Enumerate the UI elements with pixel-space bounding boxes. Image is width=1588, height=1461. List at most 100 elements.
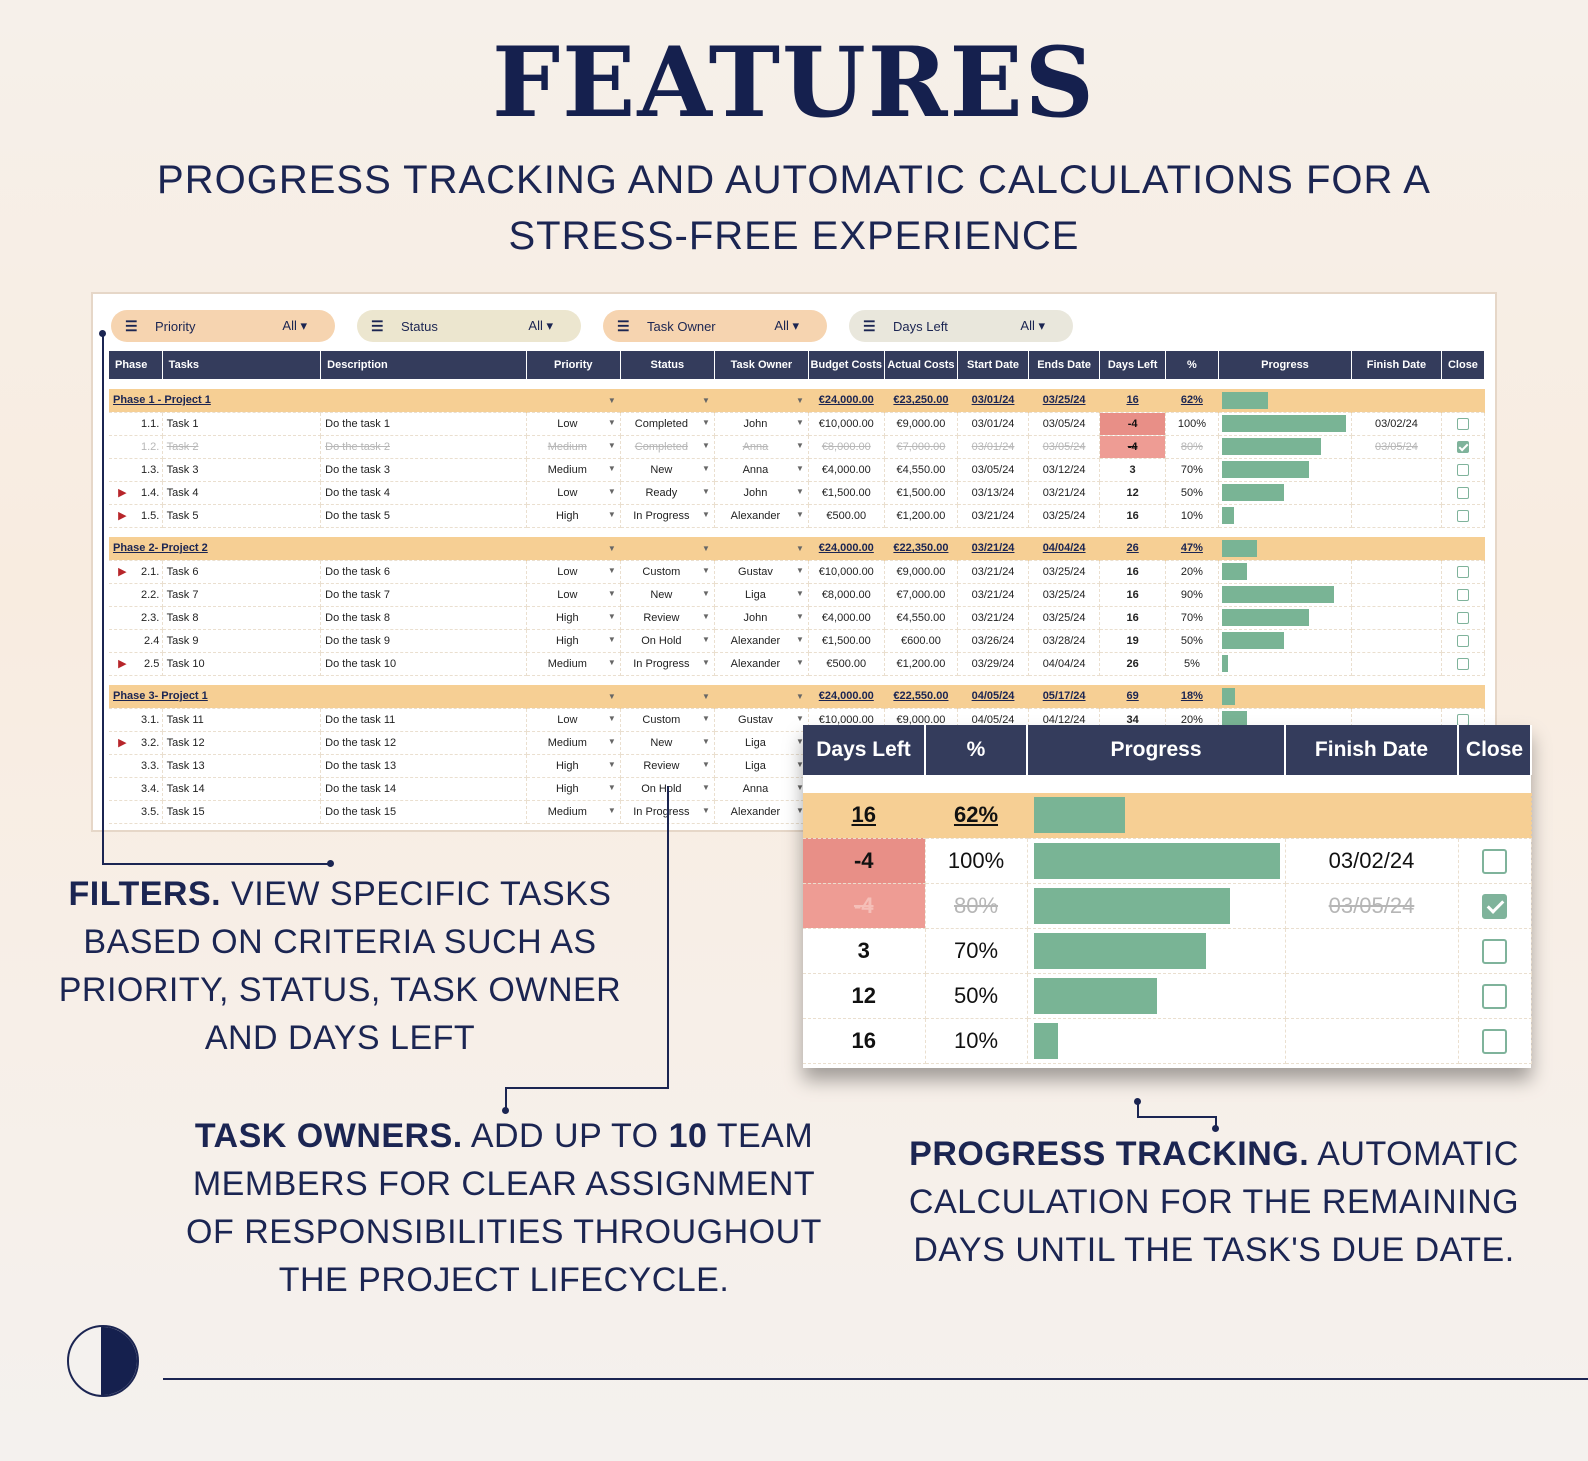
phase-name[interactable]: Phase 2- Project 2 bbox=[109, 537, 527, 561]
start-date[interactable]: 03/05/24 bbox=[957, 458, 1029, 482]
table-row[interactable]: 1.1. Task 1 Do the task 1 Low ▼ Completed ▼ Joh… bbox=[109, 412, 1486, 436]
owner-select[interactable]: Gustav ▼ bbox=[714, 708, 809, 732]
end-date[interactable]: 03/25/24 bbox=[1028, 606, 1101, 630]
close-cell[interactable] bbox=[1441, 412, 1486, 436]
task-description[interactable]: Do the task 8 bbox=[320, 606, 527, 630]
zoom-col-close[interactable]: Close bbox=[1458, 725, 1532, 775]
col-header-progress[interactable]: Progress bbox=[1218, 351, 1352, 379]
task-name[interactable]: Task 14 bbox=[162, 777, 322, 801]
checkbox[interactable] bbox=[1456, 463, 1469, 476]
checkbox[interactable] bbox=[1482, 938, 1507, 964]
close-cell[interactable] bbox=[1441, 435, 1486, 459]
status-select[interactable]: In Progress ▼ bbox=[620, 652, 715, 676]
filter-value[interactable]: All ▾ bbox=[282, 318, 307, 333]
owner-select[interactable]: Liga ▼ bbox=[714, 583, 809, 607]
status-select[interactable]: Custom ▼ bbox=[620, 560, 715, 584]
table-row[interactable]: 2.3. Task 8 Do the task 8 High ▼ Review ▼ John ▼… bbox=[109, 606, 1486, 630]
percent[interactable]: 80% bbox=[1165, 435, 1220, 459]
percent[interactable]: 70% bbox=[1165, 458, 1220, 482]
priority-select[interactable]: Low ▼ bbox=[526, 583, 621, 607]
budget-cost[interactable]: €10,000.00 bbox=[808, 412, 885, 436]
filter-value[interactable]: All ▾ bbox=[774, 318, 799, 333]
owner-select[interactable]: Liga ▼ bbox=[714, 731, 809, 755]
percent[interactable]: 70% bbox=[1165, 606, 1220, 630]
task-name[interactable]: Task 4 bbox=[162, 481, 322, 505]
percent[interactable]: 5% bbox=[1165, 652, 1220, 676]
dropdown-cell[interactable]: ▼ bbox=[714, 389, 809, 413]
checkbox-checked[interactable] bbox=[1456, 440, 1469, 453]
actual-cost[interactable]: €7,000.00 bbox=[884, 583, 959, 607]
status-select[interactable]: On Hold ▼ bbox=[620, 629, 715, 653]
dropdown-cell[interactable]: ▼ bbox=[714, 537, 809, 561]
percent[interactable]: 10% bbox=[1165, 504, 1220, 528]
checkbox[interactable] bbox=[1456, 417, 1469, 430]
task-description[interactable]: Do the task 1 bbox=[320, 412, 527, 436]
actual-cost[interactable]: €4,550.00 bbox=[884, 606, 959, 630]
owner-select[interactable]: John ▼ bbox=[714, 606, 809, 630]
dropdown-cell[interactable]: ▼ bbox=[714, 685, 809, 709]
end-date[interactable]: 04/04/24 bbox=[1028, 652, 1101, 676]
budget-cost[interactable]: €10,000.00 bbox=[808, 560, 885, 584]
zoom-row[interactable]: 16 10% bbox=[803, 1018, 1532, 1064]
start-date[interactable]: 03/21/24 bbox=[957, 504, 1029, 528]
budget-cost[interactable]: €4,000.00 bbox=[808, 606, 885, 630]
end-date[interactable]: 03/12/24 bbox=[1028, 458, 1101, 482]
col-header-phase[interactable]: Phase bbox=[109, 351, 163, 379]
status-select[interactable]: In Progress ▼ bbox=[620, 504, 715, 528]
col-header-tasks[interactable]: Tasks bbox=[162, 351, 322, 379]
dropdown-cell[interactable]: ▼ bbox=[526, 685, 621, 709]
start-date[interactable]: 03/13/24 bbox=[957, 481, 1029, 505]
phase-name[interactable]: Phase 1 - Project 1 bbox=[109, 389, 527, 413]
priority-select[interactable]: High ▼ bbox=[526, 606, 621, 630]
checkbox[interactable] bbox=[1456, 486, 1469, 499]
start-date[interactable]: 03/21/24 bbox=[957, 583, 1029, 607]
task-name[interactable]: Task 15 bbox=[162, 800, 322, 824]
budget-cost[interactable]: €500.00 bbox=[808, 652, 885, 676]
filter-value[interactable]: All ▾ bbox=[1020, 318, 1045, 333]
task-description[interactable]: Do the task 11 bbox=[320, 708, 527, 732]
task-description[interactable]: Do the task 15 bbox=[320, 800, 527, 824]
owner-select[interactable]: Alexander ▼ bbox=[714, 629, 809, 653]
end-date[interactable]: 03/25/24 bbox=[1028, 560, 1101, 584]
owner-select[interactable]: Alexander ▼ bbox=[714, 504, 809, 528]
close-cell[interactable] bbox=[1441, 504, 1486, 528]
close-cell[interactable] bbox=[1441, 652, 1486, 676]
col-header-description[interactable]: Description bbox=[320, 351, 527, 379]
budget-cost[interactable]: €500.00 bbox=[808, 504, 885, 528]
checkbox[interactable] bbox=[1456, 634, 1469, 647]
percent[interactable]: 90% bbox=[1165, 583, 1220, 607]
end-date[interactable]: 03/05/24 bbox=[1028, 412, 1101, 436]
close-cell[interactable] bbox=[1441, 481, 1486, 505]
owner-select[interactable]: Anna ▼ bbox=[714, 458, 809, 482]
percent[interactable]: 50% bbox=[1165, 629, 1220, 653]
task-name[interactable]: Task 7 bbox=[162, 583, 322, 607]
close-cell[interactable] bbox=[1441, 458, 1486, 482]
priority-select[interactable]: High ▼ bbox=[526, 754, 621, 778]
finish-date[interactable] bbox=[1351, 504, 1442, 528]
table-row[interactable]: ▶ 2.5 Task 10 Do the task 10 Medium ▼ In Progr… bbox=[109, 652, 1486, 676]
budget-cost[interactable]: €8,000.00 bbox=[808, 435, 885, 459]
task-description[interactable]: Do the task 5 bbox=[320, 504, 527, 528]
task-description[interactable]: Do the task 14 bbox=[320, 777, 527, 801]
table-row[interactable]: 1.3. Task 3 Do the task 3 Medium ▼ New ▼ Anna ▼ €… bbox=[109, 458, 1486, 482]
zoom-close[interactable] bbox=[1458, 1018, 1532, 1064]
task-description[interactable]: Do the task 2 bbox=[320, 435, 527, 459]
zoom-close[interactable] bbox=[1458, 838, 1532, 884]
table-row[interactable]: ▶ 2.1. Task 6 Do the task 6 Low ▼ Custom ▼ Gusta… bbox=[109, 560, 1486, 584]
task-description[interactable]: Do the task 6 bbox=[320, 560, 527, 584]
checkbox[interactable] bbox=[1456, 565, 1469, 578]
priority-select[interactable]: High ▼ bbox=[526, 504, 621, 528]
actual-cost[interactable]: €1,200.00 bbox=[884, 504, 959, 528]
task-name[interactable]: Task 5 bbox=[162, 504, 322, 528]
start-date[interactable]: 03/29/24 bbox=[957, 652, 1029, 676]
task-description[interactable]: Do the task 7 bbox=[320, 583, 527, 607]
task-description[interactable]: Do the task 4 bbox=[320, 481, 527, 505]
phase-row[interactable]: Phase 1 - Project 1 ▼ ▼ ▼ €24,000.00 €23,250.… bbox=[109, 389, 1486, 413]
task-name[interactable]: Task 12 bbox=[162, 731, 322, 755]
actual-cost[interactable]: €9,000.00 bbox=[884, 412, 959, 436]
col-header-status[interactable]: Status bbox=[620, 351, 715, 379]
filter-priority[interactable]: ☰ Priority All ▾ bbox=[111, 310, 335, 342]
end-date[interactable]: 03/21/24 bbox=[1028, 481, 1101, 505]
actual-cost[interactable]: €4,550.00 bbox=[884, 458, 959, 482]
start-date[interactable]: 03/26/24 bbox=[957, 629, 1029, 653]
